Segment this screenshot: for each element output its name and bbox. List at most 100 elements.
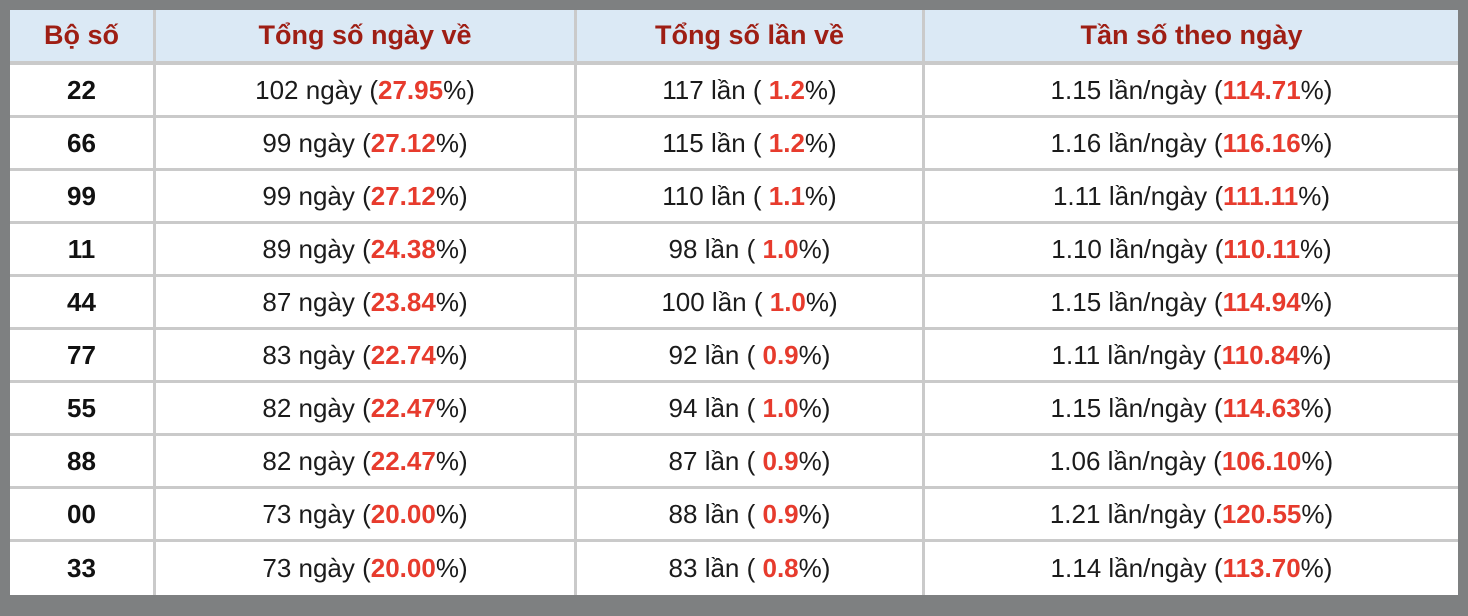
days-text: 89 ngày (: [262, 233, 371, 264]
days-percent: 22.47: [370, 392, 436, 423]
cell-frequency: 1.11 lần/ngày (110.84%): [925, 330, 1458, 383]
cell-pair: 22: [10, 65, 156, 118]
frequency-suffix: %): [1299, 233, 1332, 264]
pair-value: 66: [67, 127, 96, 158]
days-suffix: %): [435, 127, 468, 158]
cell-days: 102 ngày (27.95%): [156, 65, 577, 118]
times-text: 94 lần (: [668, 392, 763, 423]
frequency-percent: 110.84: [1221, 339, 1300, 370]
frequency-suffix: %): [1300, 74, 1333, 105]
frequency-suffix: %): [1298, 180, 1331, 211]
days-text: 83 ngày (: [262, 339, 371, 370]
cell-times: 94 lần ( 1.0%): [577, 383, 925, 436]
frequency-percent: 106.10: [1221, 445, 1302, 476]
table-body: 22 102 ngày (27.95%) 117 lần ( 1.2%) 1.1…: [10, 65, 1458, 595]
cell-times: 98 lần ( 1.0%): [577, 224, 925, 277]
times-suffix: %): [798, 498, 831, 529]
times-percent: 0.8: [762, 553, 799, 583]
cell-pair: 11: [10, 224, 156, 277]
days-suffix: %): [443, 74, 475, 105]
table-row: 66 99 ngày (27.12%) 115 lần ( 1.2%) 1.16…: [10, 118, 1458, 171]
header-row: Bộ số Tổng số ngày về Tổng số lần về Tần…: [10, 10, 1458, 65]
times-suffix: %): [798, 445, 831, 476]
frequency-text: 1.15 lần/ngày (: [1050, 286, 1223, 317]
frequency-percent: 114.71: [1222, 74, 1301, 105]
cell-days: 99 ngày (27.12%): [156, 171, 577, 224]
table-row: 88 82 ngày (22.47%) 87 lần ( 0.9%) 1.06 …: [10, 436, 1458, 489]
days-percent: 24.38: [370, 233, 436, 264]
cell-frequency: 1.16 lần/ngày (116.16%): [925, 118, 1458, 171]
times-text: 117 lần (: [662, 74, 769, 105]
col-header-times: Tổng số lần về: [577, 10, 925, 65]
cell-pair: 88: [10, 436, 156, 489]
times-percent: 1.0: [762, 392, 799, 423]
times-suffix: %): [804, 180, 837, 211]
times-suffix: %): [804, 74, 837, 105]
times-text: 92 lần (: [668, 339, 763, 370]
frequency-text: 1.15 lần/ngày (: [1050, 392, 1223, 423]
cell-times: 110 lần ( 1.1%): [577, 171, 925, 224]
times-text: 115 lần (: [662, 127, 769, 158]
frequency-text: 1.11 lần/ngày (: [1052, 180, 1224, 211]
days-suffix: %): [435, 445, 468, 476]
cell-days: 82 ngày (22.47%): [156, 436, 577, 489]
statistics-table: Bộ số Tổng số ngày về Tổng số lần về Tần…: [10, 10, 1458, 595]
times-suffix: %): [798, 339, 831, 370]
cell-times: 117 lần ( 1.2%): [577, 65, 925, 118]
table-row: 00 73 ngày (20.00%) 88 lần ( 0.9%) 1.21 …: [10, 489, 1458, 542]
cell-times: 88 lần ( 0.9%): [577, 489, 925, 542]
cell-frequency: 1.10 lần/ngày (110.11%): [925, 224, 1458, 277]
cell-frequency: 1.14 lần/ngày (113.70%): [925, 542, 1458, 595]
cell-days: 73 ngày (20.00%): [156, 542, 577, 595]
times-suffix: %): [804, 127, 837, 158]
frequency-percent: 113.70: [1222, 553, 1301, 583]
pair-value: 55: [67, 392, 96, 423]
days-text: 99 ngày (: [262, 180, 371, 211]
times-text: 83 lần (: [668, 553, 763, 583]
times-suffix: %): [798, 392, 831, 423]
table-row: 99 99 ngày (27.12%) 110 lần ( 1.1%) 1.11…: [10, 171, 1458, 224]
days-text: 73 ngày (: [262, 553, 371, 583]
times-percent: 1.1: [768, 180, 805, 211]
days-percent: 27.12: [370, 127, 436, 158]
times-percent: 0.9: [762, 339, 799, 370]
days-percent: 20.00: [370, 553, 436, 583]
times-percent: 0.9: [762, 445, 799, 476]
times-text: 88 lần (: [668, 498, 763, 529]
cell-pair: 77: [10, 330, 156, 383]
cell-days: 82 ngày (22.47%): [156, 383, 577, 436]
times-percent: 1.0: [762, 233, 799, 264]
days-text: 82 ngày (: [262, 392, 371, 423]
frequency-suffix: %): [1299, 339, 1332, 370]
col-header-days: Tổng số ngày về: [156, 10, 577, 65]
cell-days: 99 ngày (27.12%): [156, 118, 577, 171]
cell-frequency: 1.15 lần/ngày (114.71%): [925, 65, 1458, 118]
days-text: 87 ngày (: [262, 286, 371, 317]
frequency-percent: 120.55: [1221, 498, 1302, 529]
frequency-text: 1.16 lần/ngày (: [1050, 127, 1223, 158]
frequency-text: 1.06 lần/ngày (: [1049, 445, 1222, 476]
cell-pair: 00: [10, 489, 156, 542]
days-percent: 20.00: [370, 498, 436, 529]
days-percent: 23.84: [370, 286, 436, 317]
days-suffix: %): [435, 233, 468, 264]
cell-pair: 44: [10, 277, 156, 330]
col-header-frequency: Tần số theo ngày: [925, 10, 1458, 65]
cell-days: 83 ngày (22.74%): [156, 330, 577, 383]
pair-value: 77: [67, 339, 96, 370]
cell-frequency: 1.21 lần/ngày (120.55%): [925, 489, 1458, 542]
cell-times: 83 lần ( 0.8%): [577, 542, 925, 595]
frequency-text: 1.21 lần/ngày (: [1049, 498, 1222, 529]
table-row: 55 82 ngày (22.47%) 94 lần ( 1.0%) 1.15 …: [10, 383, 1458, 436]
times-text: 100 lần (: [661, 286, 770, 317]
times-percent: 0.9: [762, 498, 799, 529]
frequency-suffix: %): [1300, 392, 1333, 423]
pair-value: 44: [67, 286, 96, 317]
frequency-percent: 110.11: [1223, 233, 1300, 264]
table-row: 77 83 ngày (22.74%) 92 lần ( 0.9%) 1.11 …: [10, 330, 1458, 383]
frequency-text: 1.14 lần/ngày (: [1050, 553, 1223, 583]
pair-value: 88: [67, 445, 96, 476]
statistics-table-container: Bộ số Tổng số ngày về Tổng số lần về Tần…: [10, 10, 1458, 595]
cell-frequency: 1.15 lần/ngày (114.94%): [925, 277, 1458, 330]
